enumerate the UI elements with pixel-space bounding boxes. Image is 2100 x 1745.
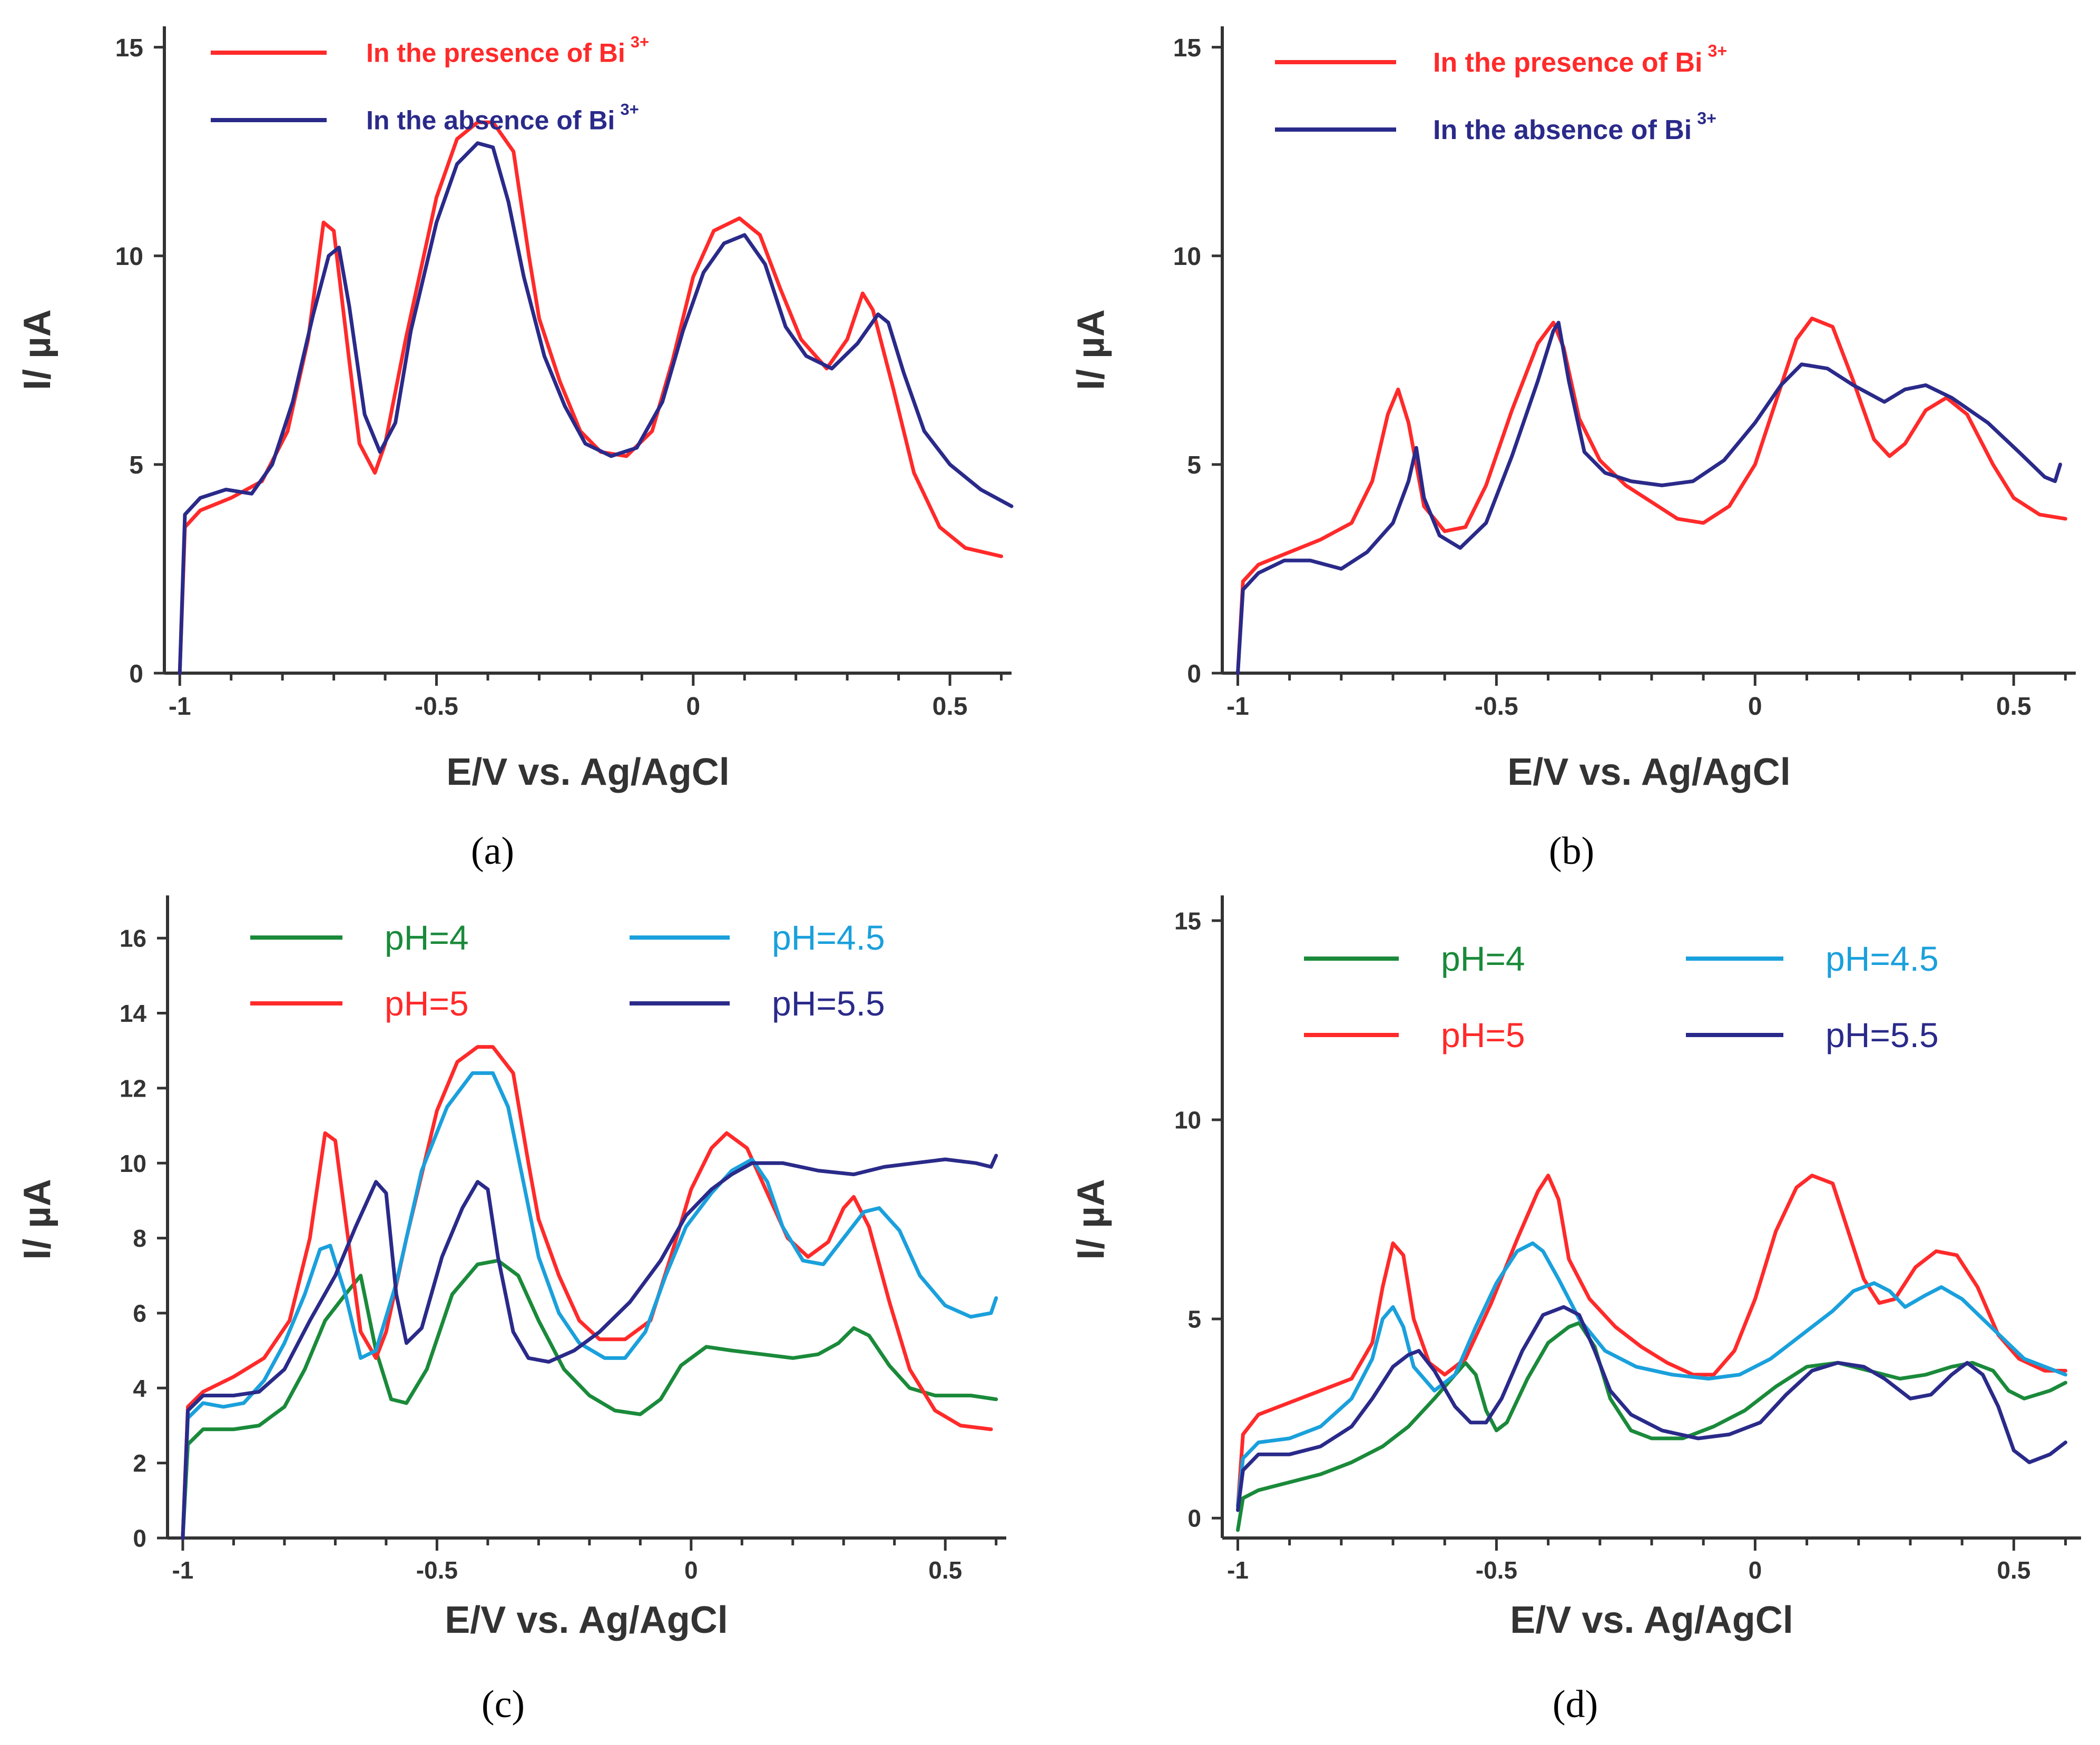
y-tick-label: 14 [120, 1000, 147, 1027]
chart-panel-3: -1 -0.5 0 0.5 0 2 4 6 8 10 12 14 16 E/V vs. Ag/AgCl I/… [16, 895, 1006, 1726]
legend-label-superscript: 3+ [1708, 42, 1727, 61]
y-tick-label: 0 [133, 1525, 146, 1552]
x-tick-label: -1 [1227, 1556, 1249, 1584]
x-tick-label: 0 [684, 1556, 698, 1584]
chart-panel-4: -1 -0.5 0 0.5 0 5 10 15 E/V vs. Ag/AgCl I/ µA pH=4… [1070, 895, 2081, 1726]
legend-label: pH=4 [1441, 939, 1525, 978]
y-axis-title: I/ µA [16, 309, 58, 390]
y-tick-label: 10 [1173, 243, 1201, 271]
y-tick-label: 16 [120, 925, 146, 952]
series-line-ph-4 [181, 1258, 998, 1540]
y-tick-label: 0 [1188, 1505, 1201, 1532]
panel-label: (a) [471, 830, 514, 873]
legend-label: In the absence of Bi 3+ [366, 100, 639, 135]
y-tick-label: 5 [1188, 1306, 1201, 1333]
y-tick-label: 5 [129, 451, 143, 479]
y-tick-label: 6 [133, 1300, 146, 1327]
x-axis-title: E/V vs. Ag/AgCl [446, 751, 729, 793]
x-axis-title: E/V vs. Ag/AgCl [1510, 1599, 1793, 1641]
y-tick-label: 10 [1174, 1106, 1201, 1133]
y-tick-label: 15 [1174, 907, 1201, 934]
panel-label: (c) [482, 1683, 525, 1726]
y-tick-label: 5 [1187, 451, 1201, 479]
chart-panel-1: -1 -0.5 0 0.5 0 5 10 15 E/V vs. Ag/AgCl I/ µA In t… [16, 26, 1014, 873]
series-line-in-the-presence-of-bi [178, 120, 1003, 675]
legend-label: In the presence of Bi 3+ [366, 33, 649, 68]
y-axis-title: I/ µA [16, 1179, 58, 1260]
y-tick-label: 10 [120, 1150, 146, 1177]
legend: pH=4 pH=5 pH=4.5 pH=5.5 [250, 918, 885, 1023]
series-line-ph-4-5 [181, 1071, 998, 1540]
panel-label: (d) [1553, 1683, 1598, 1726]
legend: In the presence of Bi 3+ In the absence of… [1275, 42, 1727, 146]
legend-label: pH=5.5 [772, 984, 885, 1023]
panel-label: (b) [1549, 830, 1594, 873]
legend: In the presence of Bi 3+ In the absence of… [211, 33, 649, 135]
y-tick-label: 15 [1173, 34, 1201, 62]
y-tick-label: 15 [115, 34, 143, 62]
y-tick-label: 12 [120, 1074, 146, 1102]
y-tick-label: 8 [133, 1225, 146, 1252]
y-tick-label: 2 [133, 1450, 146, 1477]
x-tick-label: 0 [686, 693, 700, 721]
legend-label: pH=5.5 [1826, 1016, 1939, 1054]
y-tick-label: 0 [1187, 660, 1201, 688]
x-tick-label: 0.5 [933, 693, 968, 721]
x-tick-label: -0.5 [1475, 693, 1518, 721]
series-line-ph-5-5 [1236, 1305, 2067, 1512]
x-tick-label: 0 [1749, 1556, 1762, 1584]
x-tick-label: -1 [1226, 693, 1249, 721]
x-tick-label: 0 [1748, 693, 1762, 721]
legend-label: In the presence of Bi 3+ [1433, 42, 1727, 78]
series-line-ph-4-5 [1236, 1241, 2067, 1508]
legend-label: pH=4.5 [772, 918, 885, 957]
x-tick-label: -1 [172, 1556, 193, 1584]
series-line-ph-5 [1236, 1174, 2067, 1508]
legend-label: In the absence of Bi 3+ [1433, 109, 1716, 146]
legend-label: pH=4 [385, 918, 469, 957]
series-line-in-the-absence-of-bi [178, 141, 1014, 675]
y-tick-label: 10 [115, 243, 143, 271]
x-tick-label: -0.5 [415, 693, 458, 721]
legend-label: pH=5 [1441, 1016, 1525, 1054]
legend-label-superscript: 3+ [1697, 109, 1716, 128]
series-line-ph-5-5 [181, 1154, 998, 1540]
y-tick-label: 0 [129, 660, 143, 688]
series-line-in-the-presence-of-bi [1236, 317, 2067, 675]
y-tick-label: 4 [133, 1375, 146, 1402]
series-line-in-the-absence-of-bi [1236, 321, 2062, 675]
x-tick-label: -0.5 [416, 1556, 458, 1584]
legend: pH=4 pH=5 pH=4.5 pH=5.5 [1304, 939, 1939, 1054]
x-axis-title: E/V vs. Ag/AgCl [445, 1599, 728, 1641]
legend-label: pH=5 [385, 984, 469, 1023]
legend-label: pH=4.5 [1826, 939, 1939, 978]
series-line-ph-5 [181, 1045, 993, 1540]
x-tick-label: 0.5 [1996, 693, 2032, 721]
legend-label-superscript: 3+ [620, 100, 639, 119]
x-tick-label: 0.5 [928, 1556, 962, 1584]
x-tick-label: 0.5 [1997, 1556, 2030, 1584]
legend-label-superscript: 3+ [631, 33, 649, 51]
y-axis-title: I/ µA [1070, 309, 1112, 390]
y-axis-title: I/ µA [1070, 1179, 1112, 1260]
x-axis-title: E/V vs. Ag/AgCl [1507, 751, 1790, 793]
x-tick-label: -0.5 [1476, 1556, 1517, 1584]
chart-panel-2: -1 -0.5 0 0.5 0 5 10 15 E/V vs. Ag/AgCl I/ µA In t… [1070, 26, 2076, 873]
x-tick-label: -1 [169, 693, 191, 721]
